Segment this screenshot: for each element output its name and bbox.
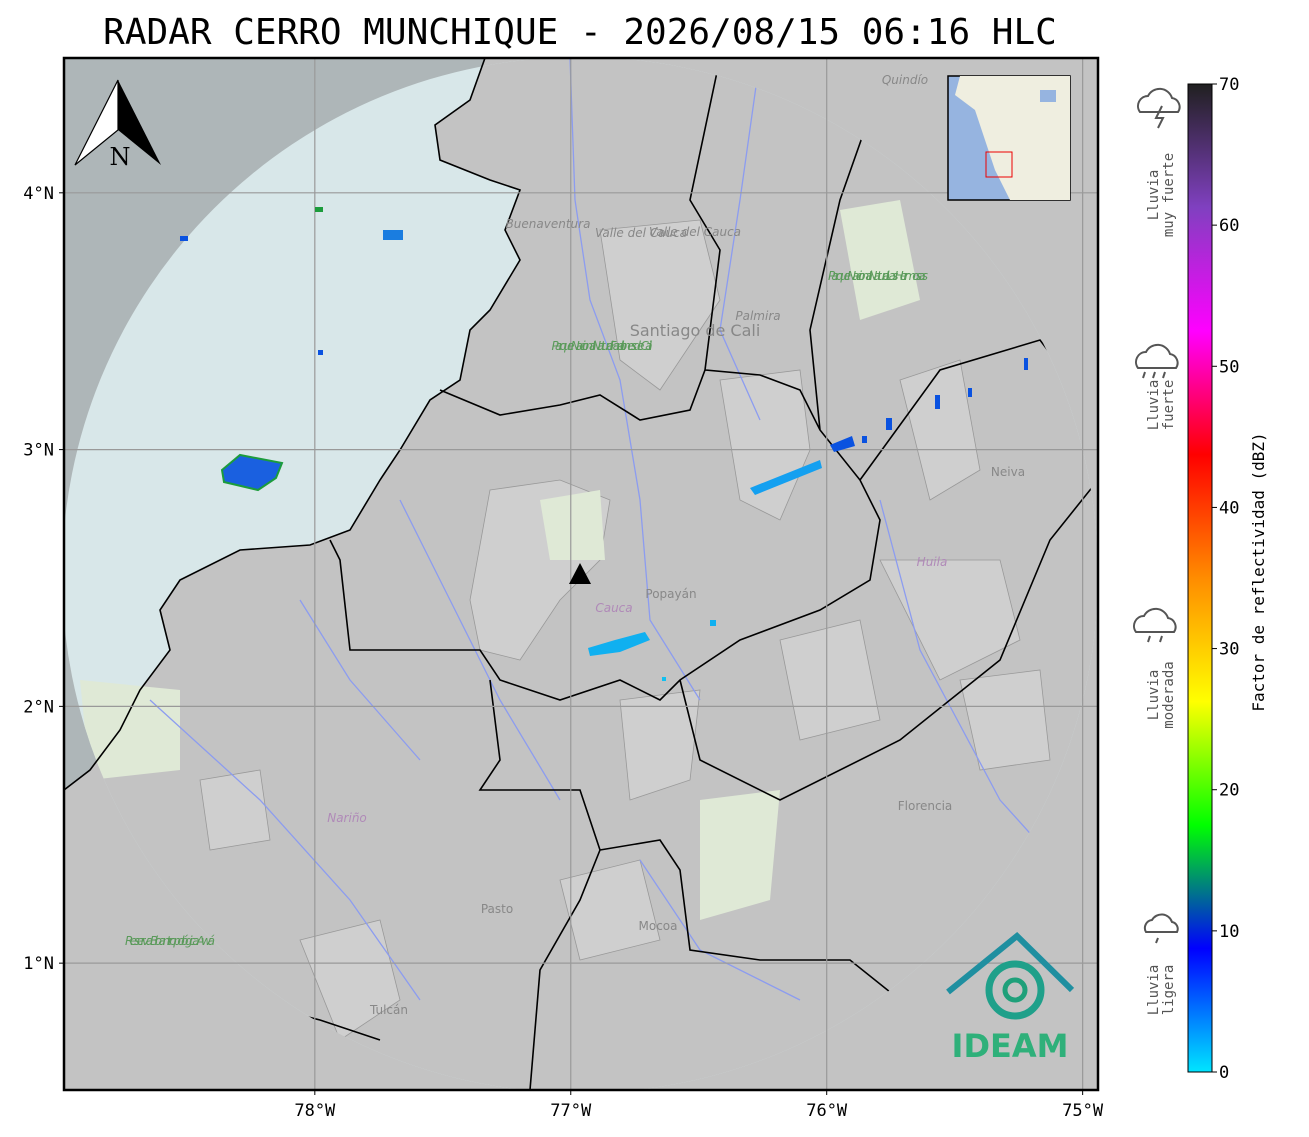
map: Valle del Cauca	[64, 58, 1098, 1090]
radar-site	[569, 563, 591, 584]
axes: 78°W 77°W 76°W 75°W 1°N 2°N 3°N 4°N	[23, 184, 1104, 1121]
place-label: Mocoa	[639, 919, 678, 933]
radar-echoes	[180, 207, 1028, 681]
y-tick-label: 2°N	[23, 697, 54, 717]
rain-class-label: Lluvia	[1146, 965, 1162, 1016]
place-label: Cauca	[595, 601, 632, 615]
x-tick-label: 78°W	[294, 1101, 336, 1121]
north-arrow: N	[74, 79, 161, 171]
place-label: Quindío	[882, 73, 928, 87]
place-label: Palmira	[735, 309, 780, 323]
colorbar-tick-label: 20	[1219, 781, 1239, 801]
x-tick-label: 76°W	[806, 1101, 848, 1121]
colorbar-tick-label: 70	[1219, 75, 1239, 95]
colorbar-tick-label: 30	[1219, 640, 1239, 660]
rain-class-label: fuerte	[1161, 380, 1177, 431]
place-label: Huila	[917, 555, 948, 569]
title: RADAR CERRO MUNCHIQUE - 2026/08/15 06:16…	[103, 12, 1057, 53]
place-label: Reserva Bioantropológica Awá	[125, 934, 215, 948]
place-label: Tulcán	[369, 1003, 408, 1017]
rain-class-label: moderada	[1161, 661, 1177, 728]
logo: IDEAM	[946, 931, 1075, 1065]
map-frame	[62, 56, 1100, 1092]
colorbar-tick-label: 0	[1219, 1063, 1229, 1083]
place-label: Popayán	[645, 587, 696, 601]
colorbar-tick-label: 40	[1219, 498, 1239, 518]
borders	[64, 58, 1098, 1090]
place-label: Parque Nacional Natural Farallones de Ca…	[552, 339, 653, 353]
inset-map	[947, 75, 1071, 201]
place-label: Buenaventura	[506, 217, 591, 231]
y-tick-label: 3°N	[23, 441, 54, 461]
north-label: N	[110, 143, 131, 171]
place-label: Santiago de Cali	[630, 321, 761, 340]
colorbar-tick-label: 50	[1219, 357, 1239, 377]
place-label: Parque Nacional Natural Las Hermosas	[828, 269, 928, 283]
terrain-patches	[199, 219, 1051, 1041]
y-tick-label: 4°N	[23, 184, 54, 204]
place-label: Valle del Cauca	[649, 225, 741, 239]
x-tick-label: 75°W	[1062, 1101, 1104, 1121]
colorbar	[1187, 83, 1213, 1073]
rain-class-label: Lluvia	[1146, 380, 1162, 431]
grid	[64, 58, 1098, 1090]
place-label: Pasto	[481, 902, 513, 916]
x-tick-label: 77°W	[550, 1101, 592, 1121]
rain-class-label: Lluvia	[1146, 170, 1162, 221]
rain-class-label: Lluvia	[1146, 670, 1162, 721]
colorbar-axis: 0 10 20 30 40 50 60 70	[1212, 75, 1239, 1083]
place-label: Valle del Cauca	[595, 226, 687, 240]
place-labels: Quindío Buenaventura Valle del Cauca Par…	[125, 73, 1025, 1017]
rain-class-label: ligera	[1161, 965, 1177, 1016]
colorbar-label: Factor de reflectividad (dBZ)	[1249, 432, 1268, 711]
place-label: Nariño	[327, 811, 367, 825]
rain-class-label: muy fuerte	[1161, 153, 1177, 237]
place-label: Florencia	[898, 799, 953, 813]
logo-text: IDEAM	[952, 1027, 1069, 1065]
y-tick-label: 1°N	[23, 954, 54, 974]
colorbar-tick-label: 60	[1219, 216, 1239, 236]
rain-icons	[1133, 87, 1181, 944]
coastline	[64, 58, 522, 791]
place-label: Neiva	[991, 465, 1025, 479]
colorbar-tick-label: 10	[1219, 922, 1239, 942]
